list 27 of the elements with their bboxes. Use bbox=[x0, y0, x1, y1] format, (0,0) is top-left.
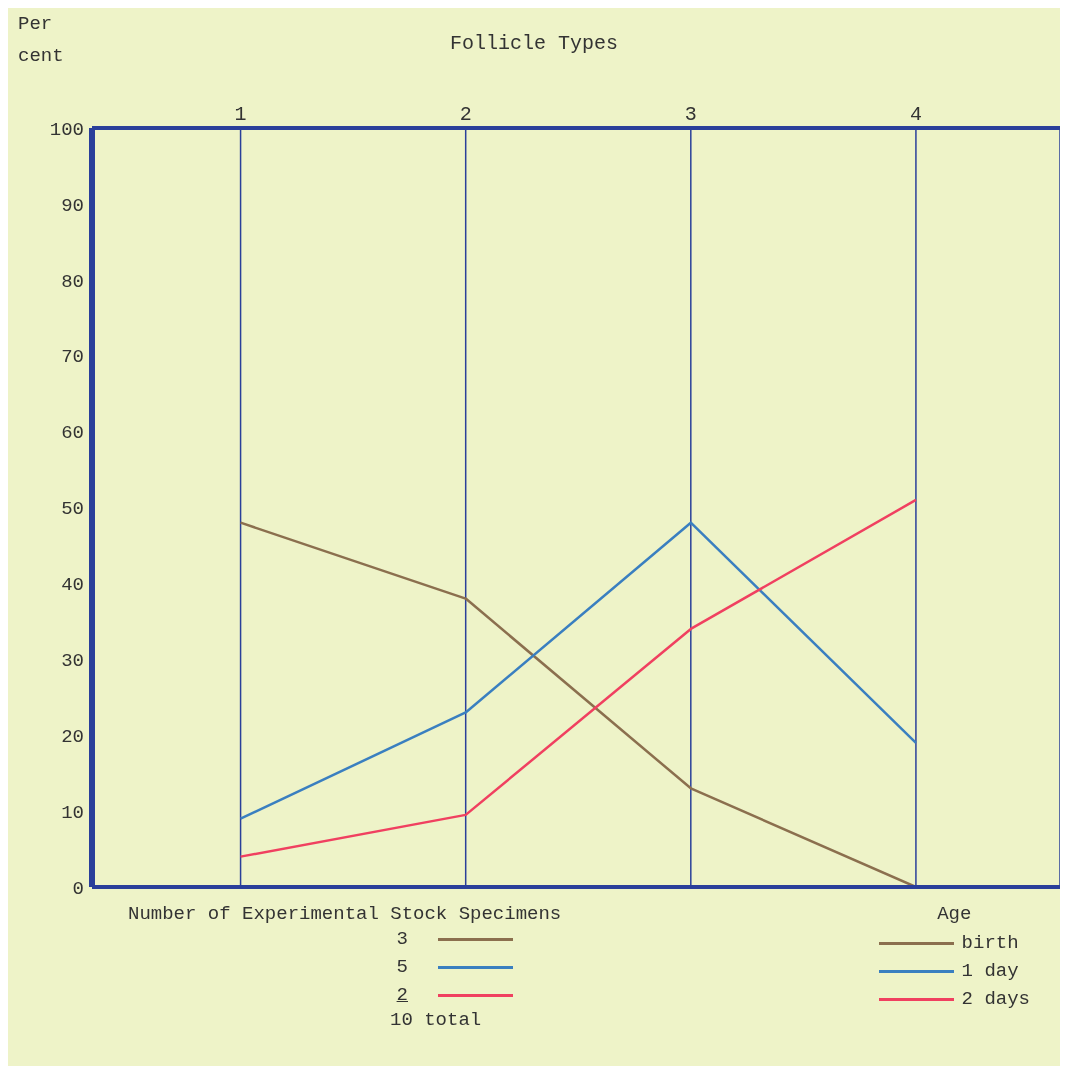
y-tick-label: 20 bbox=[61, 725, 84, 748]
line-series bbox=[239, 521, 918, 820]
y-tick-label: 100 bbox=[49, 118, 84, 141]
legend-label: birth bbox=[961, 932, 1019, 954]
x-tick-label: 2 bbox=[459, 103, 472, 126]
y-tick-label: 60 bbox=[61, 422, 84, 445]
x-axis-title: Follicle Types bbox=[449, 32, 619, 55]
y-tick-label: 70 bbox=[61, 346, 84, 369]
legend-label: 2 days bbox=[961, 988, 1030, 1010]
legend-title: Age bbox=[936, 903, 973, 925]
text: 10 total bbox=[390, 1009, 483, 1031]
y-tick-label: 50 bbox=[61, 498, 84, 521]
y-tick-label: 30 bbox=[61, 650, 84, 673]
text: 3 bbox=[395, 928, 408, 950]
y-tick-label: 40 bbox=[61, 574, 84, 597]
x-tick-label: 4 bbox=[909, 103, 922, 126]
x-tick-label: 1 bbox=[234, 103, 247, 126]
y-tick-label: 10 bbox=[61, 801, 84, 824]
y-tick-label: 80 bbox=[61, 270, 84, 293]
text: 5 bbox=[395, 956, 408, 978]
text: Number of Experimental Stock Specimens bbox=[128, 903, 562, 925]
y-tick-label: 90 bbox=[61, 194, 84, 217]
x-tick-label: 3 bbox=[684, 103, 697, 126]
y-tick-label: 0 bbox=[72, 877, 84, 900]
y-axis-title: Per cent bbox=[17, 12, 65, 69]
legend-label: 1 day bbox=[961, 960, 1019, 982]
text: 2 bbox=[395, 984, 408, 1006]
